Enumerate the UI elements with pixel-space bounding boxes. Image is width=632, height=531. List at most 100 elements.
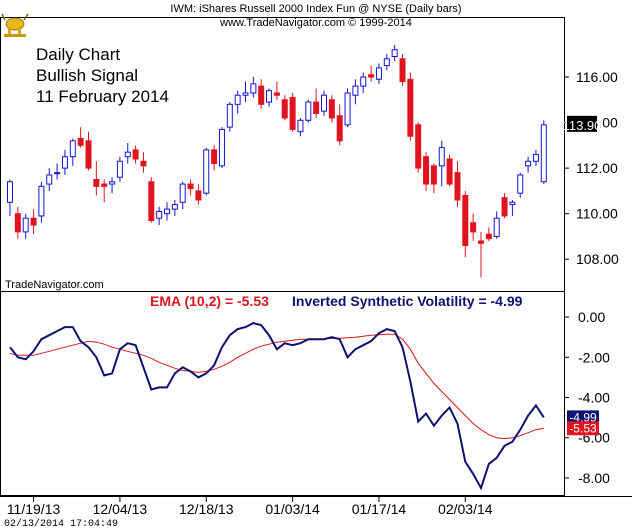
candle-body (148, 181, 155, 221)
candle (234, 90, 241, 114)
candle (61, 149, 68, 175)
candle (156, 206, 163, 226)
candle (22, 213, 29, 239)
candle-body (281, 99, 288, 119)
candle-body (525, 160, 532, 167)
candle (438, 140, 445, 187)
candle (218, 127, 225, 169)
candle (140, 152, 147, 173)
candle-body (462, 194, 469, 247)
candle (509, 200, 516, 216)
candle-body (540, 124, 547, 183)
candle (360, 72, 367, 93)
candle-body (391, 49, 398, 58)
price-tick-label: 116.00 (576, 69, 618, 85)
candle (85, 131, 92, 171)
candle-body (38, 185, 45, 217)
candle (485, 227, 492, 241)
candle (30, 209, 37, 235)
candle-body (171, 204, 178, 210)
last-price-box: 113.90 (563, 115, 601, 133)
candle-body (407, 78, 414, 137)
watermark: TradeNavigator.com (5, 279, 104, 291)
chart-title: IWM: iShares Russell 2000 Index Fun @ NY… (170, 3, 461, 15)
price-tick-label: 112.00 (576, 160, 618, 176)
ema-title: EMA (10,2) = -5.53 (150, 293, 269, 309)
candle (187, 179, 194, 196)
candle-body (195, 190, 202, 201)
candle-body (344, 92, 351, 126)
candle (148, 177, 155, 223)
candle-body (22, 217, 29, 233)
candle (132, 145, 139, 164)
candle-body (517, 174, 524, 194)
candle (454, 161, 461, 207)
candle-body (124, 151, 131, 158)
candle (93, 161, 100, 196)
candle-body (454, 172, 461, 201)
indicator-y-axis: 0.00-2.00-4.00-6.00-8.00 (564, 309, 610, 486)
candle-body (14, 213, 21, 233)
candle-body (485, 233, 492, 240)
ema-value-label: -5.53 (569, 421, 597, 435)
candle-body (250, 83, 257, 94)
price-tick-label: 108.00 (576, 251, 619, 267)
candle-body (438, 147, 445, 167)
candle-body (273, 92, 280, 96)
candle-body (266, 90, 273, 103)
candle-body (297, 119, 304, 133)
candle (124, 143, 131, 164)
gold-bull-logo (1, 13, 29, 37)
candle (430, 163, 437, 194)
candles-group (7, 45, 547, 278)
candle (446, 154, 453, 187)
candle-body (375, 67, 382, 80)
candle (423, 152, 430, 191)
candle (211, 145, 218, 171)
candle (14, 206, 21, 239)
candle (171, 200, 178, 216)
candle (77, 127, 84, 148)
candle (226, 102, 233, 132)
candle-body (501, 197, 508, 217)
indicator-tick-label: -2.00 (578, 349, 610, 365)
candle (399, 54, 406, 87)
candle-body (470, 222, 477, 233)
indicator-tick-label: -8.00 (578, 470, 610, 486)
candle (179, 181, 186, 210)
x-tick-label: 02/03/14 (438, 501, 493, 517)
candle-body (352, 85, 359, 96)
candle (266, 88, 273, 107)
indicator-tick-label: -4.00 (578, 390, 610, 406)
candle (46, 168, 53, 191)
candle (195, 184, 202, 205)
candle-body (423, 156, 430, 185)
annotation-line-3: 11 February 2014 (36, 87, 169, 106)
candle-body (77, 138, 84, 146)
candle-body (7, 181, 13, 203)
candle-body (156, 210, 163, 219)
candle-body (226, 103, 233, 128)
annotation-line-1: Daily Chart (36, 45, 120, 64)
footer-timestamp: 02/13/2014 17:04:49 (4, 518, 118, 530)
x-tick-label: 01/17/14 (352, 501, 407, 517)
candle (391, 45, 398, 62)
candle (297, 118, 304, 137)
candle-body (430, 165, 437, 185)
candle-body (258, 85, 265, 105)
candle (415, 122, 422, 173)
candle-body (85, 140, 92, 169)
isv-value-label: -4.99 (569, 410, 597, 424)
candle (336, 104, 343, 146)
candle (368, 65, 375, 82)
candle (321, 90, 327, 116)
candle (493, 211, 500, 239)
x-tick-label: 12/18/13 (179, 501, 234, 517)
candle (375, 63, 382, 84)
candle (328, 95, 335, 123)
candle-body (218, 128, 225, 167)
ema-label-box: -5.53 (567, 421, 599, 436)
candle-body (54, 172, 61, 175)
candle-body (399, 58, 406, 83)
indicator-panel-frame (0, 291, 565, 496)
